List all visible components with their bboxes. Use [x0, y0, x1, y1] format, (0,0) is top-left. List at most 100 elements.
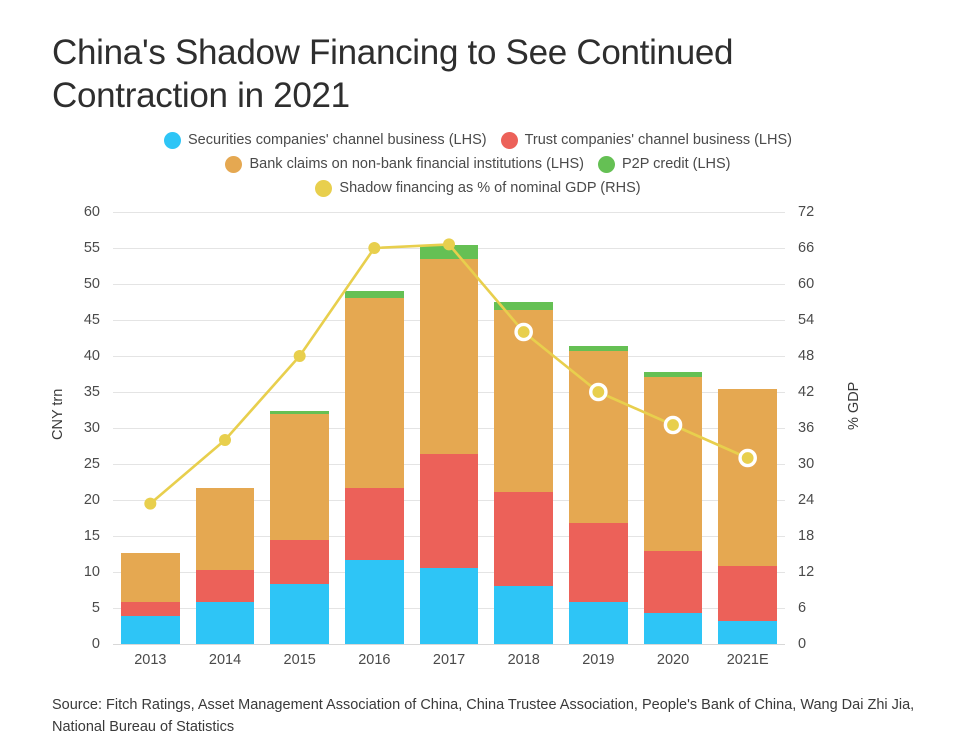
y-axis-right-tick-label: 0	[798, 636, 807, 652]
x-axis-tick-label: 2020	[656, 652, 690, 668]
bar-column-2021e[interactable]	[718, 212, 778, 644]
y-axis-left-title: CNY trn	[50, 388, 66, 440]
y-axis-left-tick-label: 35	[83, 384, 100, 400]
y-axis-left-tick-label: 30	[83, 420, 100, 436]
y-axis-left-tick-label: 20	[83, 492, 100, 508]
legend-label-pct-gdp: Shadow financing as % of nominal GDP (RH…	[339, 180, 641, 196]
y-axis-right-tick-label: 30	[798, 456, 815, 472]
bar-segment	[494, 309, 554, 493]
legend-label-bank-claims: Bank claims on non-bank financial instit…	[249, 156, 584, 172]
y-axis-right-tick-label: 18	[798, 528, 815, 544]
bar-segment	[419, 258, 479, 454]
y-axis-left-tick-label: 10	[83, 564, 100, 580]
bar-segment	[270, 539, 330, 584]
legend-swatch-securities-icon	[164, 131, 182, 149]
gridline	[113, 212, 785, 213]
bar-segment	[345, 488, 404, 561]
bar-segment	[494, 302, 554, 310]
y-axis-left-tick-label: 50	[83, 276, 100, 292]
bar-segment	[345, 298, 404, 489]
bar-segment	[718, 389, 778, 567]
bar-segment	[569, 601, 628, 644]
bar-column-2016[interactable]	[345, 212, 404, 644]
legend-row-1: Securities companies' channel business (…	[52, 128, 904, 152]
x-axis-ticks: 2013 2014 2015 2016 2017 2018 2019 2020 2021E	[113, 652, 785, 668]
bar-segment	[121, 552, 180, 603]
bar-segment	[419, 568, 479, 644]
y-axis-right-tick-label: 36	[798, 420, 815, 436]
bar-column-2020[interactable]	[643, 212, 703, 644]
y-axis-left-tick-label: 45	[83, 312, 100, 328]
bar-segment	[345, 291, 404, 299]
bar-column-2013[interactable]	[121, 212, 180, 644]
legend-swatch-bank-claims-icon	[225, 155, 243, 173]
y-axis-left-tick-label: 5	[91, 600, 100, 616]
x-axis-tick-label: 2014	[208, 652, 242, 668]
bar-segment	[270, 414, 330, 540]
bar-segment	[643, 551, 703, 614]
legend-item-securities[interactable]: Securities companies' channel business (…	[164, 131, 487, 149]
bar-segment	[718, 566, 778, 621]
legend-row-3: Shadow financing as % of nominal GDP (RH…	[52, 176, 904, 200]
bar-column-2014[interactable]	[195, 212, 255, 644]
y-axis-right-tick-label: 6	[798, 600, 807, 616]
x-axis-tick-label: 2015	[283, 652, 316, 668]
bar-segment	[718, 620, 778, 644]
y-axis-right-tick-label: 48	[798, 348, 815, 364]
chart-title: China's Shadow Financing to See Continue…	[52, 33, 734, 115]
y-axis-left-tick-label: 55	[83, 240, 100, 256]
bar-column-2019[interactable]	[569, 212, 628, 644]
y-axis-right-tick-label: 54	[798, 312, 815, 328]
y-axis-left-tick-label: 0	[91, 636, 100, 652]
bar-segment	[494, 492, 554, 586]
y-axis-left-tick-label: 60	[83, 204, 100, 220]
y-axis-right-tick-label: 12	[798, 564, 815, 580]
x-axis-tick-label: 2021E	[726, 652, 769, 668]
legend-swatch-p2p-icon	[597, 155, 615, 173]
x-axis-tick-label: 2017	[432, 652, 466, 668]
bar-segment	[270, 583, 330, 644]
legend-label-trust: Trust companies' channel business (LHS)	[524, 132, 792, 148]
x-axis-tick-label: 2019	[582, 652, 615, 668]
legend-item-p2p[interactable]: P2P credit (LHS)	[597, 155, 731, 173]
legend-item-trust[interactable]: Trust companies' channel business (LHS)	[500, 131, 792, 149]
legend-label-securities: Securities companies' channel business (…	[188, 132, 487, 148]
legend-swatch-pct-gdp-icon	[315, 179, 333, 197]
y-axis-left-tick-label: 15	[83, 528, 100, 544]
gridline	[113, 644, 785, 645]
bar-segment	[643, 376, 703, 552]
plot-area: 60 55 50 45 40 35 30 25 20 15 10 5 0 72 66 60 54 48 42 36 3…	[84, 205, 814, 651]
bar-segment	[195, 569, 255, 602]
bar-segment	[419, 453, 479, 569]
source-note: Source: Fitch Ratings, Asset Management …	[52, 697, 915, 736]
y-axis-right-tick-label: 24	[798, 492, 815, 508]
bar-column-2018[interactable]	[494, 212, 554, 644]
bar-segment	[195, 487, 255, 570]
bar-segment	[121, 602, 180, 616]
x-axis-tick-label: 2018	[507, 652, 540, 668]
bar-segment	[569, 350, 628, 524]
bar-segment	[494, 585, 554, 644]
legend-item-pct-gdp[interactable]: Shadow financing as % of nominal GDP (RH…	[315, 179, 641, 197]
legend-item-bank-claims[interactable]: Bank claims on non-bank financial instit…	[225, 155, 584, 173]
y-axis-right-tick-label: 72	[798, 204, 815, 220]
bar-segment	[419, 245, 479, 259]
bar-segment	[643, 613, 703, 644]
x-axis-tick-label: 2016	[358, 652, 391, 668]
legend-label-p2p: P2P credit (LHS)	[621, 156, 731, 172]
bar-segment	[121, 615, 180, 644]
bar-segment	[195, 601, 255, 644]
bar-column-2015[interactable]	[270, 212, 330, 644]
y-axis-right-tick-label: 60	[798, 276, 815, 292]
bar-segment	[569, 523, 628, 602]
chart-legend: Securities companies' channel business (…	[52, 128, 904, 200]
bar-segment	[345, 560, 404, 644]
y-axis-left-tick-label: 25	[83, 456, 100, 472]
y-axis-right-tick-label: 66	[798, 240, 815, 256]
legend-swatch-trust-icon	[500, 131, 518, 149]
y-axis-left-tick-label: 40	[83, 348, 100, 364]
bar-column-2017[interactable]	[419, 212, 479, 644]
bar-group	[113, 212, 785, 644]
y-axis-right-title: % GDP	[846, 381, 862, 430]
